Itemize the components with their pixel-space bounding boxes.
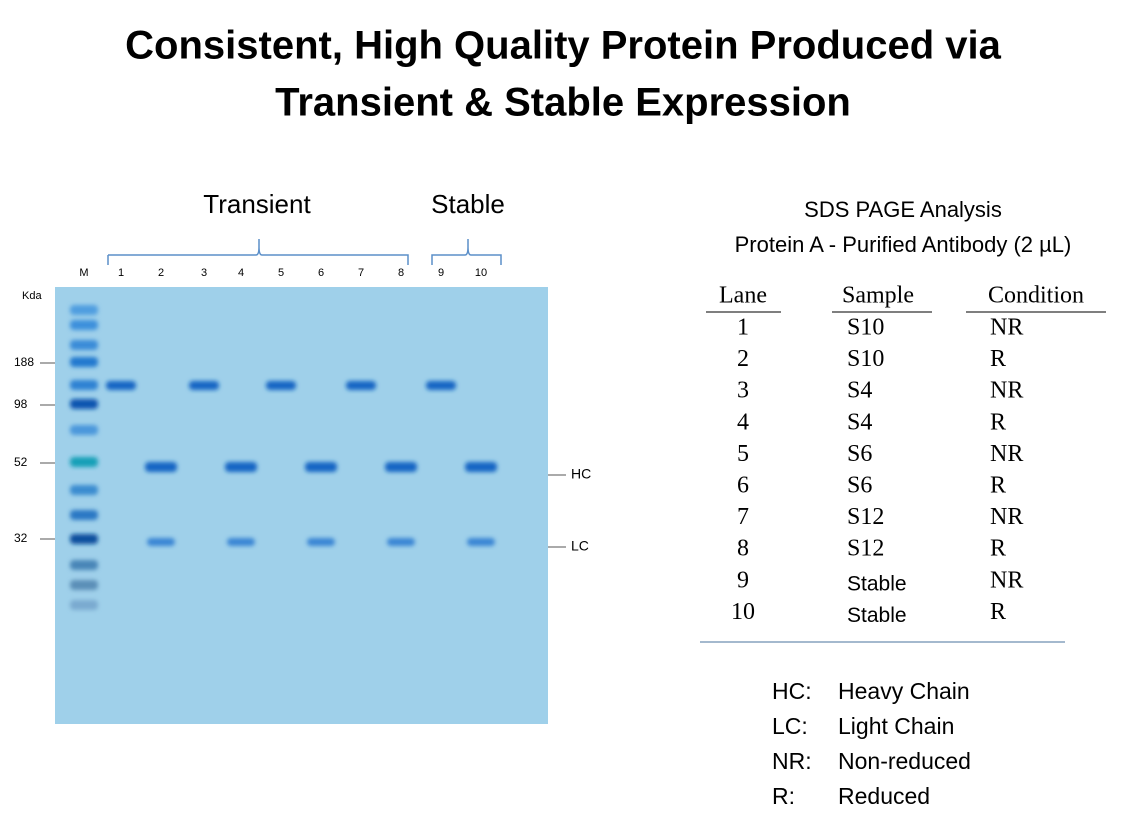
marker-band: [70, 510, 98, 520]
sample-cell: S6: [847, 473, 872, 499]
marker-unit: Kda: [22, 290, 42, 302]
protein-band: [426, 381, 456, 390]
lane-cell: 5: [737, 441, 749, 467]
protein-band: [189, 381, 219, 390]
marker-band: [70, 399, 98, 409]
protein-band: [266, 381, 296, 390]
title-line: Consistent, High Quality Protein Produce…: [125, 24, 1001, 68]
protein-band: [106, 381, 136, 390]
protein-band: [145, 462, 177, 472]
marker-band: [70, 357, 98, 367]
protein-band: [147, 538, 175, 546]
marker-label: 32: [14, 531, 28, 545]
band-label: LC: [571, 538, 589, 554]
table-header: Condition: [988, 283, 1084, 309]
legend-text: Light Chain: [838, 713, 954, 739]
sample-cell: S6: [847, 441, 872, 467]
lane-cell: 9: [737, 567, 749, 593]
title-line: Transient & Stable Expression: [275, 81, 851, 125]
protein-band: [227, 538, 255, 546]
lane-cell: 8: [737, 536, 749, 562]
lane-label: M: [79, 267, 88, 279]
condition-cell: R: [990, 473, 1006, 499]
lane-label: 7: [358, 267, 364, 279]
table-header: Lane: [719, 283, 767, 309]
legend-abbr: NR:: [772, 748, 812, 774]
marker-label: 52: [14, 455, 28, 469]
marker-band: [70, 485, 98, 495]
protein-band: [385, 462, 417, 472]
lane-cell: 4: [737, 409, 749, 435]
condition-cell: NR: [990, 378, 1023, 404]
condition-cell: NR: [990, 504, 1023, 530]
marker-band: [70, 580, 98, 590]
protein-band: [467, 538, 495, 546]
table-header: Sample: [842, 283, 914, 309]
marker-band: [70, 340, 98, 350]
protein-band: [465, 462, 497, 472]
lane-cell: 2: [737, 346, 749, 372]
legend-abbr: HC:: [772, 678, 812, 704]
lane-cell: 1: [737, 315, 749, 341]
gel: [55, 287, 548, 724]
lane-label: 8: [398, 267, 404, 279]
condition-cell: NR: [990, 567, 1023, 593]
lane-label: 4: [238, 267, 244, 279]
legend-text: Reduced: [838, 783, 930, 809]
lane-label: 10: [475, 267, 487, 279]
protein-band: [387, 538, 415, 546]
sample-cell: S4: [847, 409, 872, 435]
lane-cell: 6: [737, 473, 749, 499]
sample-cell: S10: [847, 315, 884, 341]
protein-band: [346, 381, 376, 390]
marker-band: [70, 380, 98, 390]
legend-text: Non-reduced: [838, 748, 971, 774]
protein-band: [305, 462, 337, 472]
condition-cell: NR: [990, 315, 1023, 341]
sample-cell: Stable: [847, 572, 907, 595]
legend-abbr: R:: [772, 783, 795, 809]
group-label: Stable: [431, 189, 505, 219]
sample-cell: S12: [847, 536, 884, 562]
lane-label: 5: [278, 267, 284, 279]
sample-cell: Stable: [847, 604, 907, 627]
sample-cell: S4: [847, 378, 872, 404]
sample-cell: S12: [847, 504, 884, 530]
marker-label: 98: [14, 397, 28, 411]
protein-band: [307, 538, 335, 546]
group-label: Transient: [203, 189, 311, 219]
table-caption: SDS PAGE Analysis: [804, 197, 1002, 222]
condition-cell: NR: [990, 441, 1023, 467]
condition-cell: R: [990, 409, 1006, 435]
protein-band: [225, 462, 257, 472]
lane-bracket: [107, 239, 502, 265]
lane-label: 6: [318, 267, 324, 279]
marker-band: [70, 425, 98, 435]
marker-band: [70, 560, 98, 570]
marker-label: 188: [14, 355, 34, 369]
lane-label: 9: [438, 267, 444, 279]
table-caption: Protein A - Purified Antibody (2 µL): [735, 232, 1072, 257]
marker-band: [70, 534, 98, 544]
legend-abbr: LC:: [772, 713, 808, 739]
marker-band: [70, 600, 98, 610]
legend-text: Heavy Chain: [838, 678, 970, 704]
lane-cell: 7: [737, 504, 749, 530]
marker-band: [70, 457, 98, 467]
condition-cell: R: [990, 599, 1006, 625]
band-label: HC: [571, 466, 591, 482]
marker-band: [70, 320, 98, 330]
sample-cell: S10: [847, 346, 884, 372]
lane-label: 2: [158, 267, 164, 279]
lane-cell: 10: [731, 599, 755, 625]
condition-cell: R: [990, 346, 1006, 372]
condition-cell: R: [990, 536, 1006, 562]
marker-band: [70, 305, 98, 315]
lane-cell: 3: [737, 378, 749, 404]
lane-label: 3: [201, 267, 207, 279]
lane-label: 1: [118, 267, 124, 279]
